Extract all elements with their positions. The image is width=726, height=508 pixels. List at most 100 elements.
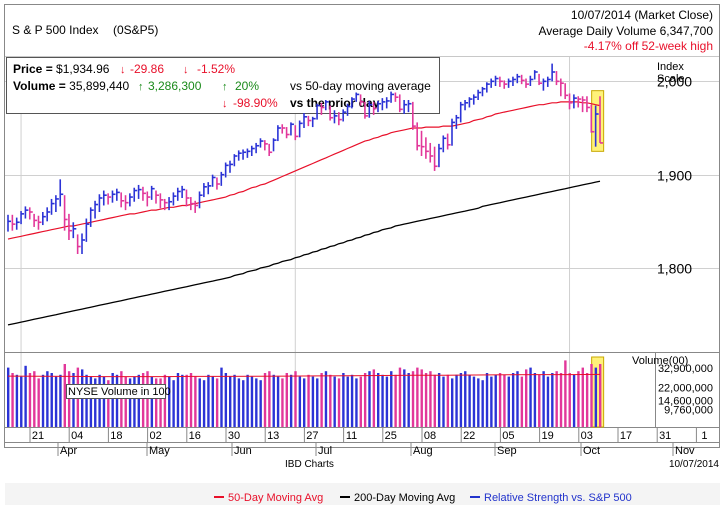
volume-bar (185, 374, 188, 427)
volume-bar (516, 371, 519, 427)
volume-bar (276, 376, 280, 427)
price-bar (307, 115, 312, 127)
volume-bar (163, 374, 167, 427)
market-date: 10/07/2014 (Market Close) (571, 8, 713, 22)
volume-bar (477, 378, 480, 427)
volume-bar (472, 376, 476, 427)
price-bar (333, 110, 338, 124)
volume-bar (529, 367, 532, 427)
price-bar (568, 93, 573, 110)
volume-bar (194, 376, 197, 427)
month-label: Sep (497, 445, 517, 457)
price-bar (455, 114, 460, 129)
volume-bar (581, 367, 584, 427)
price-bar (111, 190, 116, 203)
volume-bar (350, 374, 354, 427)
price-bar (329, 105, 334, 121)
volume-bar (102, 376, 106, 427)
volume-bar (246, 374, 249, 427)
volume-bar (599, 364, 602, 427)
price-bar (24, 206, 29, 219)
price-bar (599, 96, 603, 144)
source-label: IBD Charts (285, 459, 334, 470)
price-bar (516, 73, 521, 84)
volume-bar (555, 371, 558, 427)
volume-bar (28, 373, 32, 427)
average-volume: Average Daily Volume 6,347,700 (538, 24, 713, 38)
volume-bar (551, 373, 554, 427)
price-bar (346, 103, 351, 116)
day-tick-label: 21 (32, 430, 44, 442)
price-bar (316, 103, 321, 120)
volume-bar (133, 376, 136, 427)
price-bar (560, 78, 564, 97)
volume-bar (272, 374, 275, 427)
volume-bar (585, 373, 589, 427)
price-bar (268, 143, 273, 156)
price-bar (416, 122, 421, 151)
volume-bar (446, 374, 450, 427)
volume-bar (146, 371, 149, 427)
volume-bar (202, 380, 206, 427)
price-bar (538, 73, 543, 86)
price-bar (390, 91, 395, 103)
volume-bar (189, 373, 193, 427)
price-bar (142, 186, 146, 201)
price-bar (577, 96, 582, 108)
volume-bar (424, 373, 428, 427)
price-bar (72, 222, 77, 239)
price-bar (81, 233, 85, 254)
volume-bar (346, 376, 349, 427)
price-bar (198, 191, 203, 209)
price-bar (525, 78, 529, 88)
index-scale-label: Index (657, 61, 684, 73)
volume-bar (46, 371, 49, 427)
price-bar (507, 78, 512, 88)
price-bar (324, 100, 329, 111)
volume-bar (490, 376, 493, 427)
price-bar (107, 193, 112, 205)
volume-bar (37, 378, 40, 427)
price-bar (590, 104, 595, 133)
month-label: Nov (675, 445, 695, 457)
day-tick-label: 25 (385, 430, 397, 442)
price-bar (368, 100, 373, 118)
month-label: Apr (60, 445, 77, 457)
price-bar (28, 207, 33, 220)
volume-bar (416, 367, 419, 427)
price-bar (207, 182, 212, 195)
price-bar (59, 179, 64, 207)
price-bar (407, 100, 412, 113)
month-label: Jun (234, 445, 252, 457)
price-bar (486, 82, 490, 93)
volume-bars (7, 360, 602, 427)
price-tick-label: 1,900 (657, 168, 692, 184)
volume-bar (107, 380, 110, 427)
volume-bar (577, 371, 580, 427)
price-bar (298, 120, 303, 138)
volume-bar (355, 378, 358, 427)
price-bar (168, 197, 173, 211)
volume-bar (94, 378, 97, 427)
price-bar (259, 138, 264, 148)
price-bar (272, 138, 277, 152)
price-axis: 2,000 1,900 1,800 (657, 74, 692, 277)
volume-bar (207, 374, 210, 427)
volume-bar (150, 376, 154, 427)
volume-bar (324, 371, 328, 427)
price-bar (342, 109, 347, 122)
price-bar (55, 195, 59, 212)
price-bar (503, 80, 508, 89)
price-bar (364, 101, 368, 119)
price-bar (155, 190, 159, 204)
volume-bar (507, 376, 510, 427)
volume-bar (337, 378, 341, 427)
volume-bar (211, 376, 214, 427)
price-bar (377, 100, 381, 113)
price-bar (494, 75, 499, 86)
day-tick-label: 03 (581, 430, 593, 442)
price-bar (533, 70, 538, 80)
volume-bar (420, 369, 423, 427)
volume-bar (329, 374, 332, 427)
price-change-pct: -1.52% (197, 62, 235, 76)
